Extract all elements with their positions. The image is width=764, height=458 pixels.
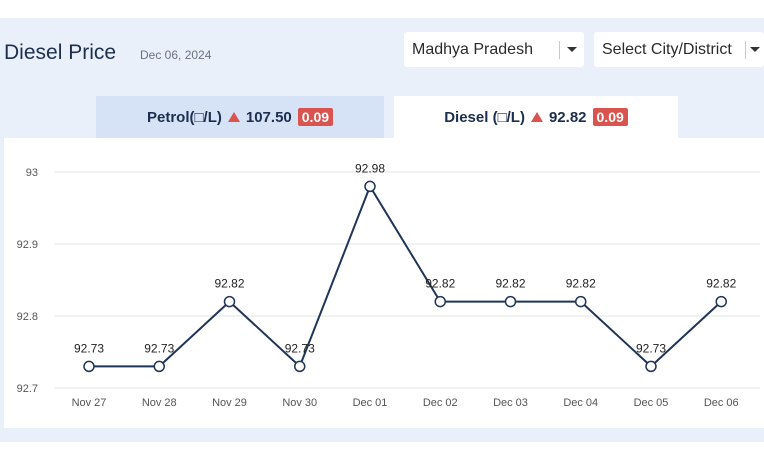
data-label: 92.98 — [355, 161, 385, 175]
x-tick-label: Dec 01 — [353, 397, 388, 409]
y-tick-label: 92.8 — [17, 311, 38, 323]
x-tick-label: Dec 02 — [423, 397, 458, 409]
city-select[interactable]: Select City/District — [594, 32, 764, 67]
page-title: Diesel Price — [4, 41, 117, 64]
price-line-chart: 93 92.9 92.8 92.7 Nov 27 Nov 28 Nov 29 Nov 30 De… — [17, 161, 760, 409]
top-strip — [0, 0, 764, 18]
y-tick-label: 93 — [26, 167, 38, 179]
tab-petrol-change-badge: 0.09 — [297, 108, 334, 126]
series-line — [89, 184, 722, 369]
tab-diesel-change-badge: 0.09 — [592, 108, 628, 126]
data-point — [504, 295, 517, 308]
price-chart: 93 92.9 92.8 92.7 Nov 27 Nov 28 Nov 29 Nov 30 De… — [4, 138, 764, 428]
data-label: 92.73 — [74, 341, 104, 355]
x-tick-label: Nov 27 — [72, 397, 107, 409]
data-point — [153, 360, 165, 373]
data-label: 92.82 — [495, 277, 525, 291]
data-point — [715, 295, 727, 308]
state-select-value: Madhya Pradesh — [412, 40, 533, 58]
tab-diesel-label: Diesel (□/L) — [444, 108, 525, 126]
price-up-icon — [227, 112, 240, 122]
data-point — [645, 360, 657, 373]
data-point — [223, 295, 236, 308]
y-tick-label: 92.7 — [17, 383, 38, 395]
price-date: Dec 06, 2024 — [140, 48, 212, 62]
x-tick-label: Dec 06 — [704, 397, 739, 409]
price-up-icon — [530, 112, 543, 122]
data-point — [83, 360, 95, 373]
x-tick-label: Nov 30 — [282, 397, 317, 409]
tab-petrol[interactable]: Petrol(□/L) 107.50 0.09 — [96, 96, 384, 138]
x-tick-label: Nov 28 — [142, 397, 177, 409]
x-tick-label: Nov 29 — [212, 397, 247, 409]
data-label: 92.73 — [285, 341, 315, 355]
data-label: 92.82 — [706, 277, 736, 291]
chevron-down-icon[interactable] — [560, 47, 584, 52]
chevron-down-icon[interactable] — [746, 47, 764, 52]
data-label: 92.73 — [144, 341, 174, 355]
city-select-value: Select City/District — [602, 40, 732, 58]
tab-petrol-label: Petrol(□/L) — [146, 108, 222, 126]
x-tick-label: Dec 03 — [493, 397, 528, 409]
data-point — [294, 360, 306, 373]
data-point — [575, 295, 587, 308]
data-point — [364, 180, 376, 193]
tab-diesel-price: 92.82 — [548, 108, 587, 126]
data-label: 92.73 — [636, 341, 666, 355]
x-tick-label: Dec 04 — [563, 397, 598, 409]
data-label: 92.82 — [425, 277, 455, 291]
bottom-strip — [0, 442, 764, 458]
select-divider — [745, 40, 746, 59]
data-label: 92.82 — [566, 277, 596, 291]
data-point — [434, 295, 446, 308]
data-label: 92.82 — [214, 277, 244, 291]
tab-diesel[interactable]: Diesel (□/L) 92.82 0.09 — [394, 96, 678, 138]
y-tick-label: 92.9 — [17, 239, 38, 251]
tab-petrol-price: 107.50 — [245, 108, 292, 126]
x-tick-label: Dec 05 — [634, 397, 669, 409]
select-divider — [559, 40, 560, 59]
state-select[interactable]: Madhya Pradesh — [404, 32, 584, 67]
